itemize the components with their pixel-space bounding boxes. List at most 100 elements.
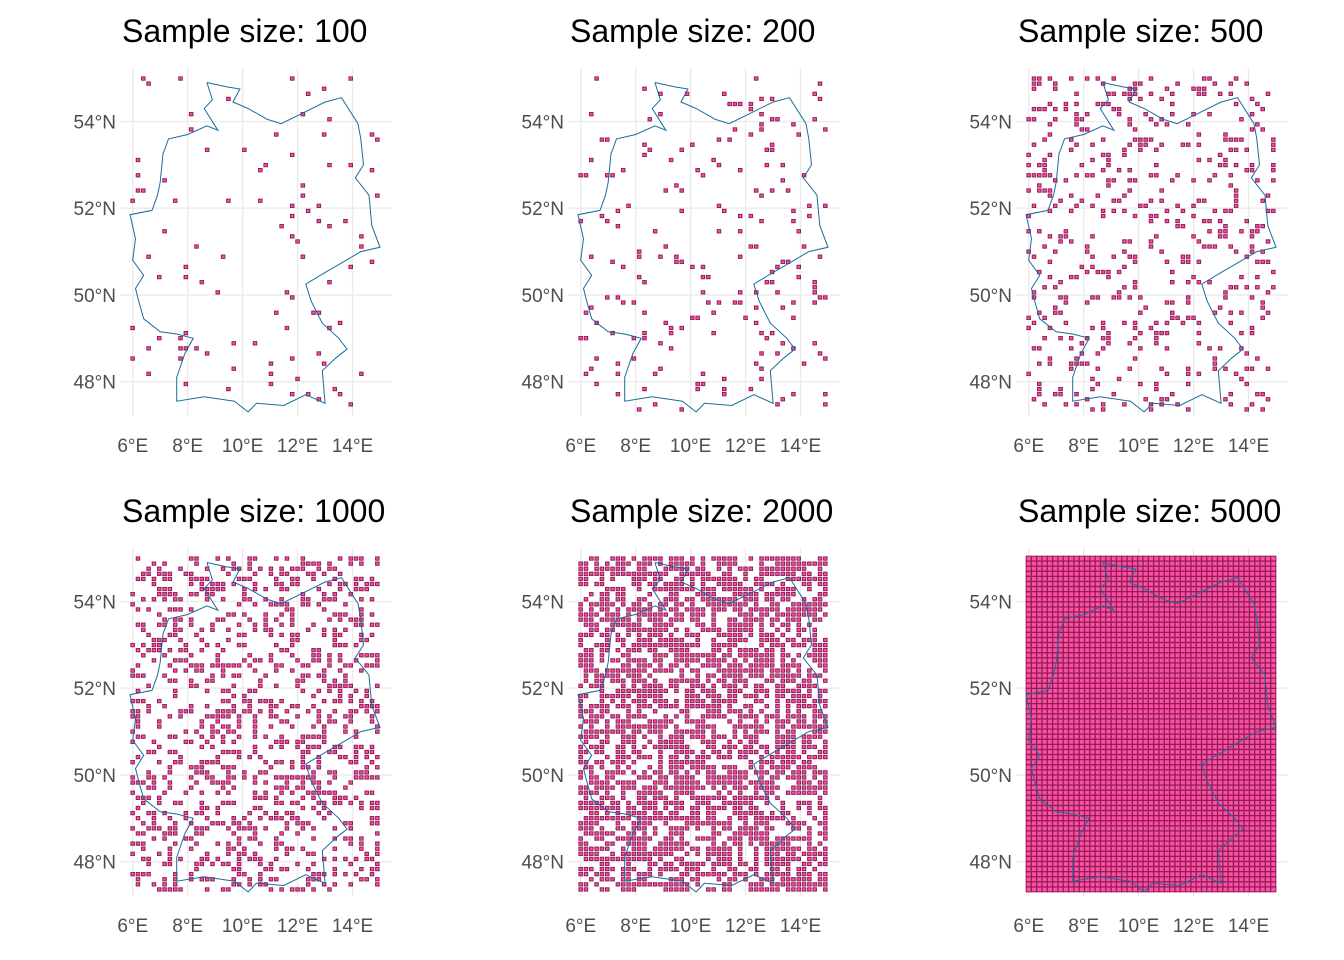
sample-cell [647, 683, 653, 688]
sample-cell [151, 775, 157, 780]
sample-cell [791, 714, 796, 719]
sample-cell [636, 576, 642, 582]
sample-cell [722, 673, 727, 678]
sample-cell [1126, 723, 1133, 730]
sample-cell [1094, 662, 1101, 669]
sample-cell [311, 622, 316, 627]
sample-cell [679, 836, 684, 841]
sample-cell [258, 805, 263, 811]
sample-cell [146, 566, 151, 571]
x-tick-label: 14°E [1228, 916, 1269, 937]
sample-cell [1206, 591, 1213, 598]
sample-cell [642, 810, 647, 816]
sample-cell [321, 361, 327, 366]
sample-cell [348, 162, 354, 168]
sample-cell [759, 571, 764, 576]
sample-cell [626, 648, 631, 653]
sample-cell [316, 765, 322, 770]
sample-cell [711, 851, 716, 856]
sample-cell [1190, 825, 1197, 832]
sample-cell [732, 724, 738, 729]
sample-cell [199, 765, 205, 770]
sample-cell [220, 617, 226, 622]
sample-cell [743, 653, 748, 658]
sample-cell [1180, 259, 1186, 264]
sample-cell [146, 785, 151, 790]
sample-cell [796, 653, 802, 658]
sample-cell [1031, 397, 1037, 402]
sample-cell [791, 673, 796, 678]
x-tick-label: 12°E [1173, 436, 1214, 457]
sample-cell [743, 775, 748, 780]
sample-cell [1111, 208, 1117, 214]
sample-cell [215, 556, 221, 561]
sample-cell [359, 234, 364, 239]
sample-cell [583, 653, 589, 658]
sample-cell [321, 668, 327, 673]
sample-cell [188, 765, 194, 770]
sample-cell [1211, 682, 1218, 689]
sample-cell [711, 637, 716, 643]
sample-cell [1196, 320, 1202, 326]
sample-cell [706, 795, 711, 800]
x-tick-label: 10°E [222, 436, 263, 457]
sample-cell [791, 586, 796, 592]
sample-cell [1031, 203, 1037, 208]
sample-cell [594, 836, 599, 841]
sample-cell [775, 637, 780, 643]
sample-cell [375, 653, 380, 658]
sample-cell [769, 642, 775, 648]
sample-cell [1233, 779, 1240, 786]
sample-cell [1147, 688, 1155, 694]
sample-cell [727, 688, 732, 694]
sample-cell [610, 866, 615, 872]
sample-cell [375, 841, 380, 846]
sample-cell [162, 597, 167, 602]
sample-cell [204, 576, 210, 582]
sample-cell [812, 816, 817, 821]
sample-cell [1137, 703, 1144, 710]
sample-cell [1052, 800, 1059, 806]
sample-cell [663, 320, 669, 326]
sample-cell [220, 765, 226, 770]
sample-cell [722, 754, 727, 760]
sample-cell [785, 841, 791, 846]
sample-cell [1259, 805, 1266, 811]
sample-cell [1211, 688, 1218, 694]
sample-cell [626, 617, 631, 622]
sample-cell [1068, 754, 1075, 760]
sample-cell [337, 658, 343, 663]
sample-cell [636, 754, 642, 760]
sample-cell [204, 775, 210, 780]
sample-cell [337, 632, 343, 638]
sample-cell [716, 576, 722, 582]
sample-cell [274, 132, 279, 137]
sample-cell [242, 698, 247, 704]
sample-cell [1265, 310, 1271, 315]
sample-cell [716, 790, 722, 795]
sample-cell [231, 816, 236, 821]
sample-cell [369, 749, 375, 755]
sample-cell [289, 392, 295, 397]
sample-cell [658, 729, 663, 734]
sample-cell [722, 392, 727, 397]
sample-cell [1030, 611, 1037, 618]
sample-cell [199, 831, 205, 836]
sample-cell [167, 571, 173, 576]
sample-cell [1249, 616, 1256, 623]
sample-cell [658, 810, 663, 816]
sample-cell [146, 856, 151, 862]
sample-cell [748, 760, 754, 765]
sample-cell [1068, 565, 1075, 572]
sample-cell [343, 602, 348, 607]
sample-cell [1094, 794, 1101, 801]
x-tick-label: 8°E [1068, 916, 1099, 937]
sample-cell [642, 688, 647, 694]
sample-cell [375, 622, 380, 627]
sample-cell [711, 683, 716, 688]
sample-cell [1179, 749, 1186, 755]
sample-cell [722, 642, 727, 648]
sample-cell [316, 734, 322, 739]
sample-cell [1132, 213, 1138, 219]
sample-cell [748, 810, 754, 816]
